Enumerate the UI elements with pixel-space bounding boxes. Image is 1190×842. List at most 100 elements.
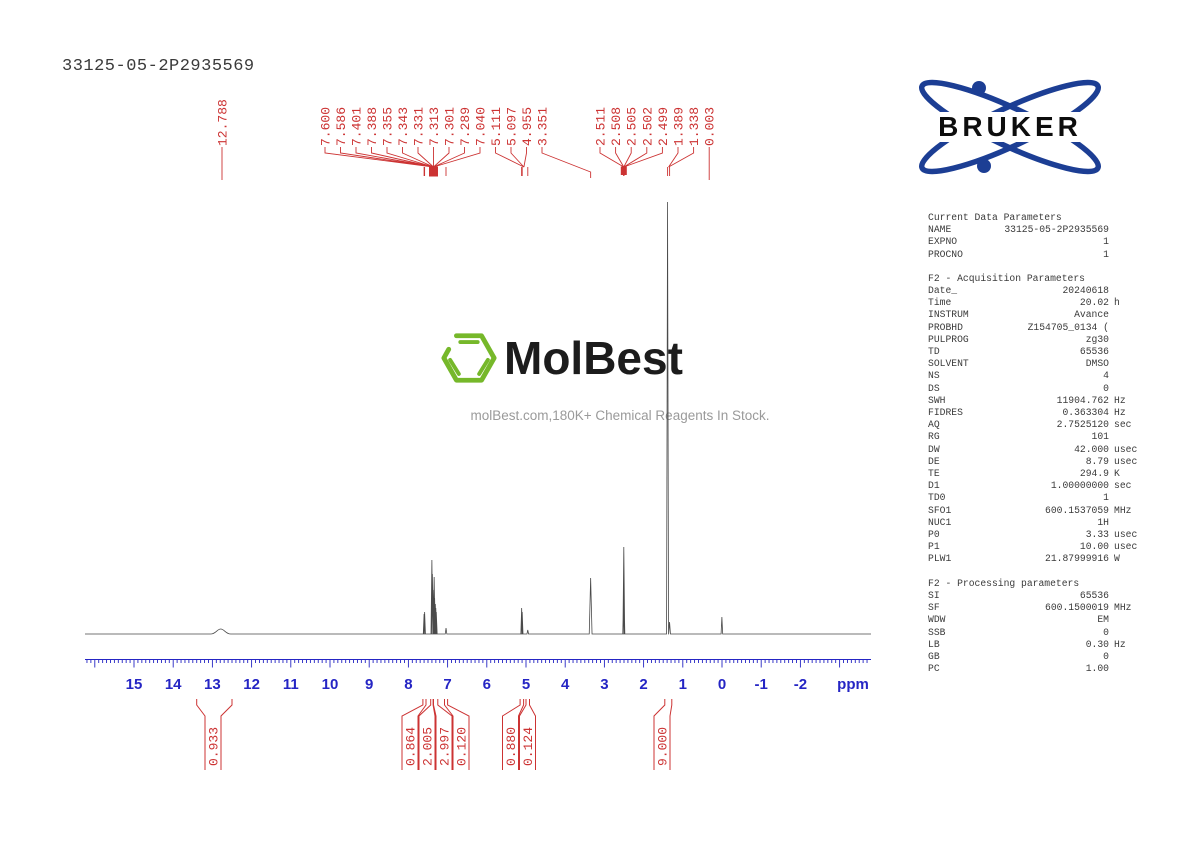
param-value: 8.79 xyxy=(1085,455,1109,467)
peak-shift-label: 7.355 xyxy=(381,107,396,146)
param-value: 21.87999916 xyxy=(1045,553,1109,565)
param-value: Avance xyxy=(1074,309,1109,321)
param-value: 1 xyxy=(1103,236,1109,248)
peak-shift-label: 4.955 xyxy=(520,107,535,146)
sample-title: 33125-05-2P2935569 xyxy=(62,57,255,76)
axis-tick-label: 12 xyxy=(243,676,260,693)
param-value: 65536 xyxy=(1079,589,1109,601)
parameter-row: PROBHD Z154705_0134 ( xyxy=(928,322,1146,334)
param-key: SF xyxy=(928,602,940,614)
axis-tick-label: 14 xyxy=(165,676,182,693)
integral-value-label: 0.933 xyxy=(207,727,222,766)
parameter-row: SOLVENT DMSO xyxy=(928,358,1146,370)
param-key: PROBHD xyxy=(928,321,963,333)
peak-shift-label: 3.351 xyxy=(536,107,551,146)
param-key: DE xyxy=(928,455,940,467)
peak-shift-label: 7.289 xyxy=(458,107,473,146)
param-value: 0.30 xyxy=(1085,638,1109,650)
axis-tick-label: 0 xyxy=(718,676,726,693)
axis-tick-label: 1 xyxy=(679,676,687,693)
parameter-section-acquisition: F2 - Acquisition Parameters Date_ 2024061… xyxy=(928,273,1146,566)
axis-tick-label: 2 xyxy=(639,676,647,693)
param-value: 101 xyxy=(1091,431,1109,443)
param-key: GB xyxy=(928,650,940,662)
param-value: Z154705_0134 ( xyxy=(1027,321,1109,333)
parameter-row: P0 3.33 usec xyxy=(928,529,1146,541)
param-unit: W xyxy=(1114,553,1120,565)
param-value: zg30 xyxy=(1085,333,1109,345)
axis-tick-label: 11 xyxy=(283,676,299,693)
param-unit: usec xyxy=(1114,529,1138,541)
parameter-row: TD0 1 xyxy=(928,492,1146,504)
param-value: 4 xyxy=(1103,370,1109,382)
parameter-row: INSTRUM Avance xyxy=(928,309,1146,321)
parameter-row: P1 10.00 usec xyxy=(928,541,1146,553)
param-key: EXPNO xyxy=(928,236,958,248)
param-key: LB xyxy=(928,638,940,650)
peak-shift-label: 2.511 xyxy=(594,107,609,146)
param-key: INSTRUM xyxy=(928,309,969,321)
peak-shift-label: 7.388 xyxy=(365,107,380,146)
axis-tick-label: 13 xyxy=(204,676,221,693)
param-value: 600.1537059 xyxy=(1045,504,1109,516)
parameter-row: GB 0 xyxy=(928,651,1146,663)
param-value: 1.00000000 xyxy=(1050,480,1109,492)
param-value: 1H xyxy=(1097,516,1109,528)
peak-shift-label: 7.301 xyxy=(443,107,458,146)
param-key: TD xyxy=(928,346,940,358)
param-key: NAME xyxy=(928,224,952,236)
peak-shift-label: 7.600 xyxy=(319,107,334,146)
param-value: 0 xyxy=(1103,626,1109,638)
integral-brackets xyxy=(196,699,673,770)
parameter-row: RG 101 xyxy=(928,431,1146,443)
peak-label-connectors xyxy=(221,147,710,180)
param-key: PC xyxy=(928,663,940,675)
integral-value-label: 0.120 xyxy=(455,727,470,766)
param-key: RG xyxy=(928,431,940,443)
param-value: 65536 xyxy=(1079,346,1109,358)
param-value: 33125-05-2P2935569 xyxy=(1004,224,1109,236)
peak-shift-label: 5.111 xyxy=(489,107,504,146)
param-key: PULPROG xyxy=(928,333,969,345)
peak-shift-label: 12.788 xyxy=(216,99,231,146)
section-header: F2 - Acquisition Parameters xyxy=(928,272,1085,284)
param-key: DW xyxy=(928,443,940,455)
param-unit: MHz xyxy=(1114,602,1132,614)
peak-shift-label: 2.508 xyxy=(609,107,624,146)
param-value: 10.00 xyxy=(1079,541,1109,553)
integral-value-label: 0.864 xyxy=(404,727,419,766)
parameter-row: NUC1 1H xyxy=(928,517,1146,529)
param-key: NS xyxy=(928,370,940,382)
parameter-row: PC 1.00 xyxy=(928,663,1146,675)
peak-shift-label: 7.343 xyxy=(396,107,411,146)
parameter-row: LB 0.30 Hz xyxy=(928,639,1146,651)
parameter-row: WDW EM xyxy=(928,614,1146,626)
param-value: 11904.762 xyxy=(1056,394,1109,406)
param-key: SOLVENT xyxy=(928,358,969,370)
parameter-row: PROCNO 1 xyxy=(928,249,1146,261)
parameter-row: PULPROG zg30 xyxy=(928,334,1146,346)
integral-value-label: 0.124 xyxy=(521,727,536,766)
param-value: 600.1500019 xyxy=(1045,602,1109,614)
peak-shift-label: 0.003 xyxy=(703,107,718,146)
param-value: 0 xyxy=(1103,382,1109,394)
parameter-row: DS 0 xyxy=(928,383,1146,395)
parameter-section-processing: F2 - Processing parameters SI 65536 SF 600… xyxy=(928,578,1146,676)
axis-tick-label: 4 xyxy=(561,676,570,693)
parameter-row: DE 8.79 usec xyxy=(928,456,1146,468)
param-unit: Hz xyxy=(1114,638,1126,650)
param-key: TD0 xyxy=(928,492,946,504)
parameter-row: DW 42.000 usec xyxy=(928,444,1146,456)
parameter-section-current-data: Current Data Parameters NAME 33125-05-2P2… xyxy=(928,212,1146,261)
parameters-panel: Current Data Parameters NAME 33125-05-2P2… xyxy=(928,212,1146,687)
peak-shift-label: 7.331 xyxy=(412,107,427,146)
parameter-rows: SI 65536 SF 600.1500019 MHz WDW EM SSB 0 LB 0.… xyxy=(928,590,1146,675)
integral-value-label: 2.997 xyxy=(438,727,453,766)
axis-tick-label: 3 xyxy=(600,676,608,693)
parameter-row: FIDRES 0.363304 Hz xyxy=(928,407,1146,419)
param-unit: usec xyxy=(1114,541,1138,553)
section-header: F2 - Processing parameters xyxy=(928,577,1080,589)
peak-shift-label: 2.505 xyxy=(625,107,640,146)
